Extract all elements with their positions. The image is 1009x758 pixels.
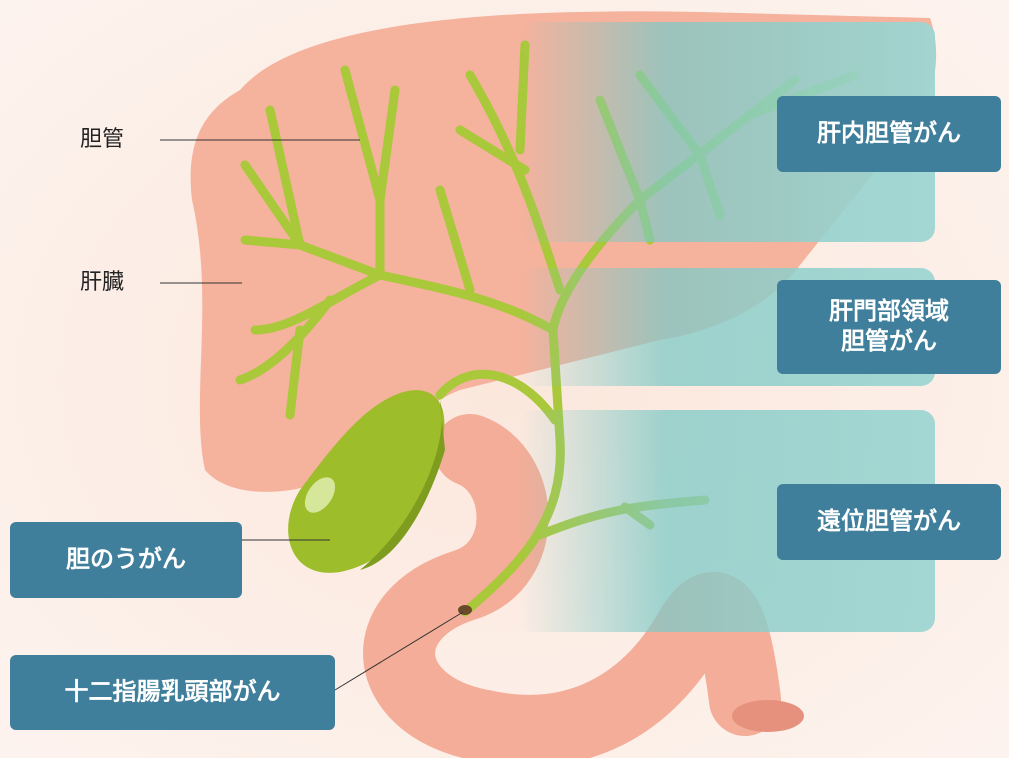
callout-text: 肝門部領域 bbox=[829, 297, 949, 325]
diagram: 胆管 肝臓 肝内胆管がん肝門部領域胆管がん遠位胆管がん胆のうがん十二指腸乳頭部が… bbox=[0, 0, 1009, 758]
callout-text: 十二指腸乳頭部がん bbox=[65, 678, 281, 706]
callout-text: 遠位胆管がん bbox=[817, 507, 961, 535]
callout-text: 胆管がん bbox=[841, 327, 937, 355]
callout-text: 肝内胆管がん bbox=[817, 119, 961, 147]
duodenum-end bbox=[732, 700, 804, 732]
callout-text: 胆のうがん bbox=[66, 545, 186, 573]
label: 胆管 bbox=[80, 127, 124, 152]
label: 肝臓 bbox=[80, 270, 124, 295]
